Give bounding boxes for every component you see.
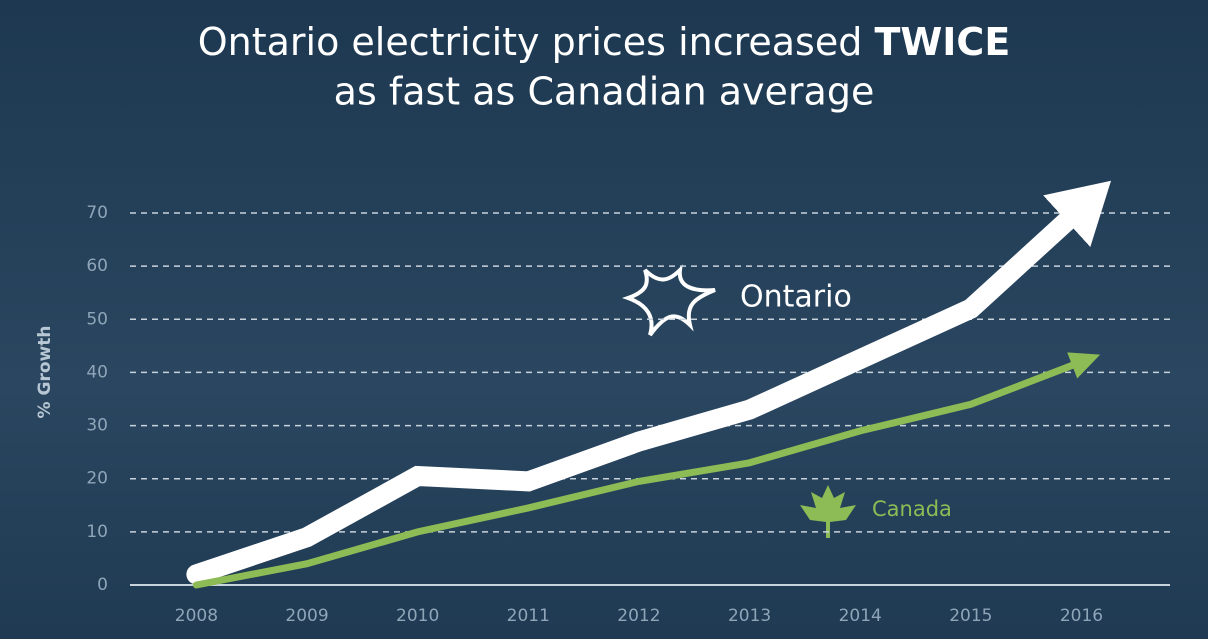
x-tick-label: 2012 <box>617 606 660 626</box>
x-tick-label: 2011 <box>507 606 550 626</box>
y-tick-label: 50 <box>86 309 108 329</box>
y-tick-label: 60 <box>86 256 108 276</box>
y-tick-label: 10 <box>86 522 108 542</box>
y-tick-label: 0 <box>97 575 108 595</box>
maple-leaf-icon <box>800 485 856 538</box>
series-line <box>186 180 1112 585</box>
x-tick-label: 2009 <box>285 606 328 626</box>
x-tick-label: 2008 <box>175 606 218 626</box>
x-tick-label: 2015 <box>949 606 992 626</box>
y-tick-label: 30 <box>86 416 108 436</box>
series-label: Ontario <box>740 280 852 315</box>
series-line <box>192 352 1101 589</box>
trillium-icon <box>621 264 716 337</box>
title-line: Ontario electricity prices increased <box>198 20 863 64</box>
y-tick-label: 20 <box>86 469 108 489</box>
series-label: Canada <box>872 497 952 521</box>
icons <box>621 264 856 538</box>
y-axis-label: % Growth <box>35 326 55 419</box>
title-emphasis: TWICE <box>874 20 1010 64</box>
chart-title: as fast as Canadian average <box>334 70 875 114</box>
x-tick-label: 2016 <box>1060 606 1103 626</box>
chart-title: Ontario electricity prices increased TWI… <box>198 20 1011 64</box>
y-tick-label: 40 <box>86 362 108 382</box>
x-tick-label: 2013 <box>728 606 771 626</box>
y-tick-label: 70 <box>86 203 108 223</box>
x-tick-label: 2014 <box>839 606 882 626</box>
x-tick-label: 2010 <box>396 606 439 626</box>
